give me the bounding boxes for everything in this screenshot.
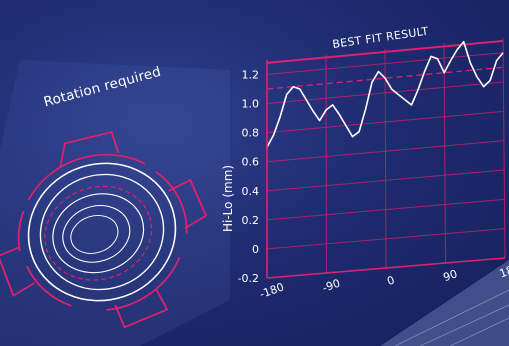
rotation-diagram (0, 131, 208, 329)
rotation-arc-segments (0, 131, 208, 329)
grid-line-x-4 (502, 37, 506, 259)
series-line (266, 40, 504, 148)
grid-line-x-2 (384, 48, 387, 269)
x-tick-label: 90 (442, 267, 460, 284)
y-axis-label: Hi-Lo (mm) (221, 165, 235, 232)
x-axis-line (266, 257, 506, 279)
chart-title: BEST FIT RESULT (332, 25, 430, 51)
y-tick-label: 0.4 (242, 185, 260, 198)
chart-frame (266, 60, 506, 279)
reference-lines (266, 39, 504, 90)
chart-grid (266, 37, 506, 279)
grid-line-x-1 (325, 54, 327, 274)
y-tick-label: 0.6 (242, 156, 260, 169)
chart-canvas: -0.2 0 0.2 0.4 0.6 0.8 1.0 1.2 -180 -90 0 90 180 BE… (221, 25, 509, 301)
y-tick-label: -0.2 (238, 272, 259, 285)
x-tick-label: -180 (258, 280, 286, 301)
concentric-rings (27, 162, 177, 302)
y-tick-label: 1.2 (242, 69, 260, 82)
x-tick-label: 180 (498, 261, 509, 280)
dashed-ring (44, 185, 153, 281)
y-tick-label: 1.0 (242, 98, 260, 111)
y-tick-label: 0.8 (242, 127, 260, 140)
x-tick-label: 0 (385, 273, 396, 288)
y-tick-label: 0.2 (242, 214, 260, 227)
x-tick-label: -90 (321, 277, 342, 295)
grid-line-x-3 (443, 43, 446, 264)
best-fit-chart: -0.2 0 0.2 0.4 0.6 0.8 1.0 1.2 -180 -90 0 90 180 BE… (205, 0, 509, 346)
reference-line-0 (266, 39, 504, 64)
y-tick-label: 0 (252, 243, 259, 256)
